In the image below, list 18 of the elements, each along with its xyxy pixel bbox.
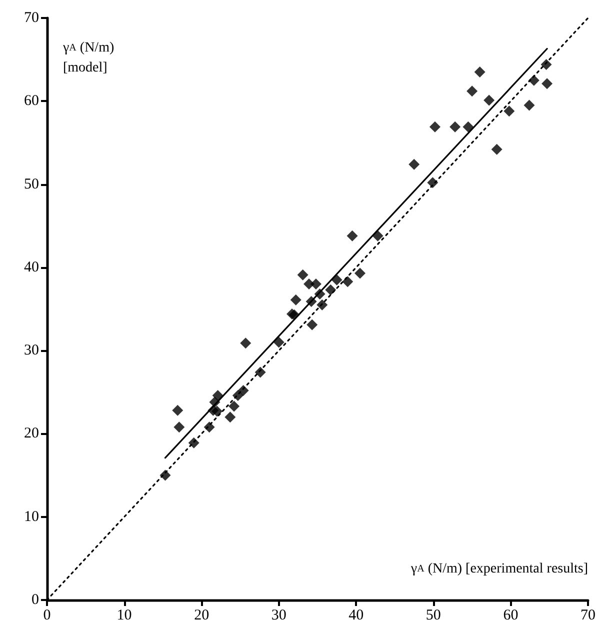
x-tick-label: 60 [503, 608, 518, 624]
y-tick-label: 50 [24, 176, 39, 192]
y-tick-label: 20 [24, 426, 39, 442]
y-tick-label: 0 [32, 592, 39, 608]
x-tick-label: 10 [116, 608, 132, 624]
x-tick-label: 0 [43, 608, 51, 624]
y-axis-title: γA (N/m) [model] [62, 40, 114, 76]
x-tick-label: 30 [271, 608, 286, 624]
y-tick-label: 10 [24, 508, 39, 525]
x-tick-label: 20 [194, 608, 210, 624]
x-tick-label: 70 [580, 608, 596, 624]
y-tick-label: 70 [24, 10, 39, 26]
x-tick-label: 40 [348, 608, 364, 624]
y-tick-label: 40 [24, 259, 39, 276]
y-tick-label: 30 [24, 342, 39, 359]
y-tick-label: 60 [24, 93, 39, 110]
x-tick-label: 50 [426, 608, 441, 624]
x-axis-title: γA (N/m) [experimental results] [410, 562, 588, 576]
